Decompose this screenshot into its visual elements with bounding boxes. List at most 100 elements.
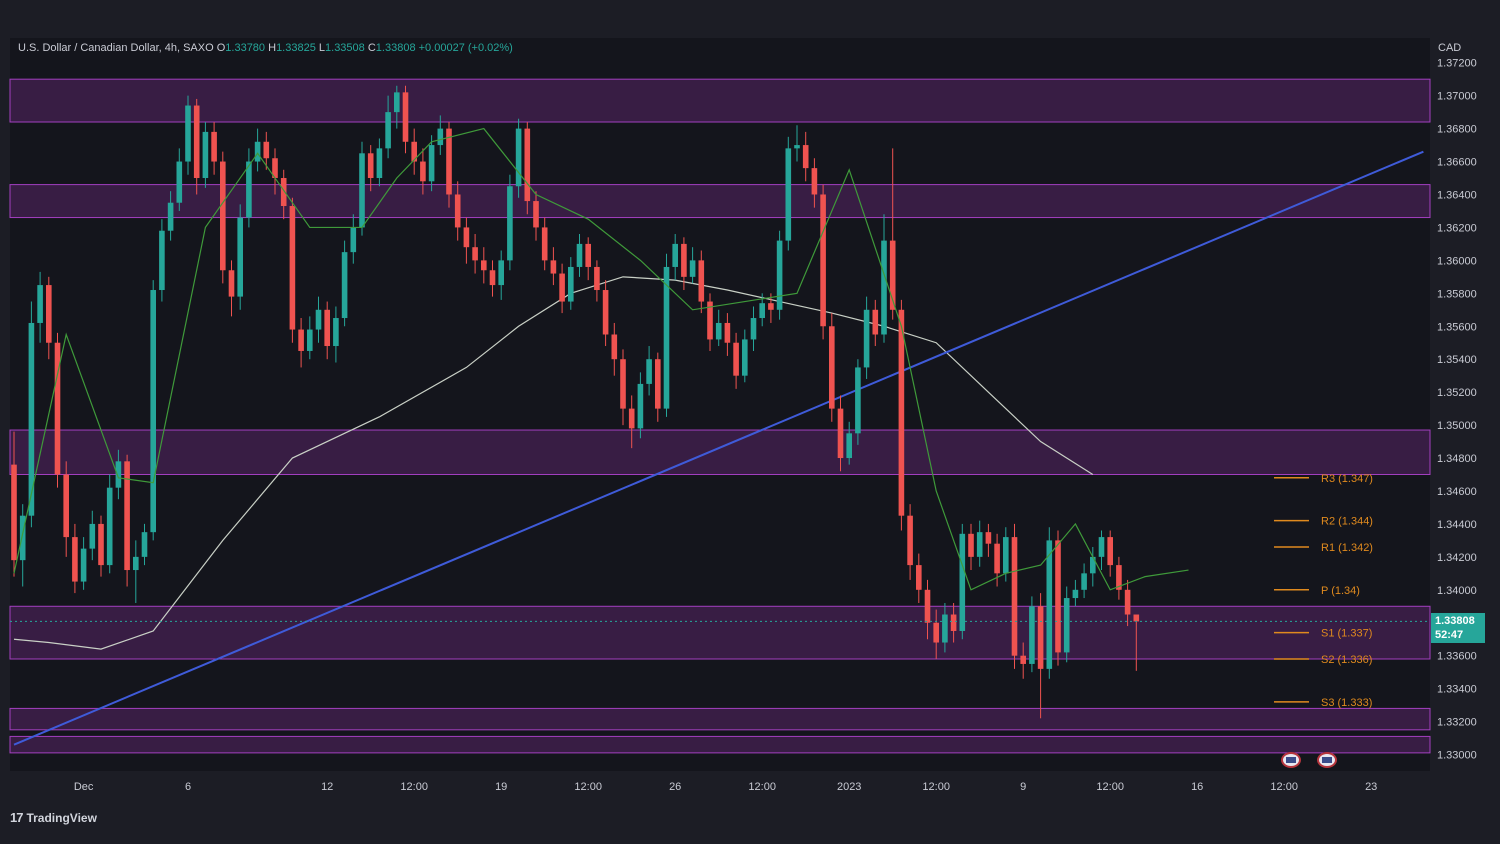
x-axis-tick-label: 19 (495, 781, 507, 793)
candle-body (811, 168, 818, 195)
candle-body (785, 148, 792, 241)
sr-zone (9, 429, 1431, 476)
candle (602, 280, 609, 347)
candle-body (1037, 606, 1044, 669)
y-axis-tick-label: 1.36800 (1437, 124, 1477, 136)
candle (663, 253, 670, 417)
candle-body (11, 464, 17, 561)
candle (315, 296, 322, 343)
us-flag-event-icon[interactable] (1317, 752, 1337, 768)
candle-body (376, 148, 383, 179)
candle (54, 332, 61, 488)
candle (46, 276, 52, 360)
candle (1090, 546, 1096, 587)
candle-body (576, 243, 583, 267)
candle (620, 349, 626, 426)
candle-body (550, 260, 557, 274)
candle-body (46, 285, 52, 343)
candle-body (80, 548, 87, 582)
candle-body (402, 92, 409, 142)
candle (481, 247, 487, 284)
y-axis-tick-label: 1.35000 (1437, 420, 1477, 432)
pivot-label: R1 (1.342) (1321, 542, 1373, 554)
candle-body (715, 322, 722, 340)
candle (1116, 556, 1122, 600)
candle-body (1063, 598, 1070, 653)
candle (1098, 530, 1105, 571)
candle (98, 515, 104, 577)
candle-body (1011, 537, 1018, 656)
symbol-legend: U.S. Dollar / Canadian Dollar, 4h, SAXO … (18, 42, 513, 54)
symbol-name[interactable]: U.S. Dollar / Canadian Dollar, 4h, SAXO (18, 42, 214, 54)
candle-body (272, 158, 278, 179)
candle-body (37, 285, 43, 323)
candle-body (367, 153, 374, 179)
candle (950, 602, 957, 643)
x-axis-tick-label: 12:00 (922, 781, 950, 793)
brand-name: TradingView (26, 810, 97, 825)
candle (472, 234, 478, 274)
candle (19, 504, 26, 587)
candle (220, 151, 226, 284)
candle-body (141, 532, 148, 557)
candle-body (428, 145, 435, 182)
candle (289, 197, 296, 343)
candle-body (707, 301, 713, 340)
candle (420, 148, 426, 195)
candle (829, 313, 835, 422)
candle (1029, 596, 1035, 673)
candle-body (672, 243, 678, 267)
candle-body (359, 153, 365, 228)
candle-body (98, 523, 104, 566)
candle-body (829, 326, 835, 409)
candle (637, 372, 644, 439)
candle (898, 299, 905, 531)
candle (733, 332, 739, 389)
pivot-label: P (1.34) (1321, 585, 1360, 597)
high-value: 1.33825 (276, 42, 316, 54)
y-axis-tick-label: 1.36000 (1437, 255, 1477, 267)
candle (350, 214, 357, 264)
candle (785, 136, 792, 251)
candle-body (1098, 537, 1105, 557)
candle (324, 301, 330, 360)
y-axis-tick-label: 1.36600 (1437, 157, 1477, 169)
candle (742, 329, 748, 383)
candle (141, 523, 148, 566)
x-axis-tick-label: 12:00 (400, 781, 428, 793)
candle-body (594, 266, 600, 291)
candle (515, 118, 522, 198)
candle (811, 158, 818, 208)
candle-body (246, 161, 252, 218)
candle-body (1003, 537, 1009, 574)
candle-body (150, 290, 156, 533)
candle (916, 553, 922, 603)
plot-area[interactable] (10, 38, 1430, 771)
trendline[interactable] (13, 150, 1424, 746)
candle (872, 299, 879, 347)
tradingview-logo[interactable]: 17 TradingView (10, 810, 97, 825)
x-axis-tick-label: 12:00 (1270, 781, 1298, 793)
candle (246, 148, 252, 228)
candle (837, 395, 844, 472)
candle-body (1055, 540, 1061, 653)
candle (159, 219, 165, 302)
pivot-label: S1 (1.337) (1321, 628, 1372, 640)
candle (1020, 642, 1026, 679)
candle (237, 204, 243, 310)
candle (341, 240, 348, 327)
close-label: C (367, 42, 376, 54)
low-label: L (318, 42, 326, 54)
candle-body (759, 303, 765, 319)
candle-body (54, 342, 61, 475)
candle-body (620, 359, 626, 409)
candle-body (28, 322, 35, 516)
y-axis-tick-label: 1.34400 (1437, 519, 1477, 531)
sr-zone (9, 735, 1431, 754)
candle-body (602, 290, 609, 335)
candle (889, 148, 896, 320)
candle-body (942, 614, 948, 643)
candle (568, 257, 574, 310)
us-flag-event-icon[interactable] (1281, 752, 1301, 768)
